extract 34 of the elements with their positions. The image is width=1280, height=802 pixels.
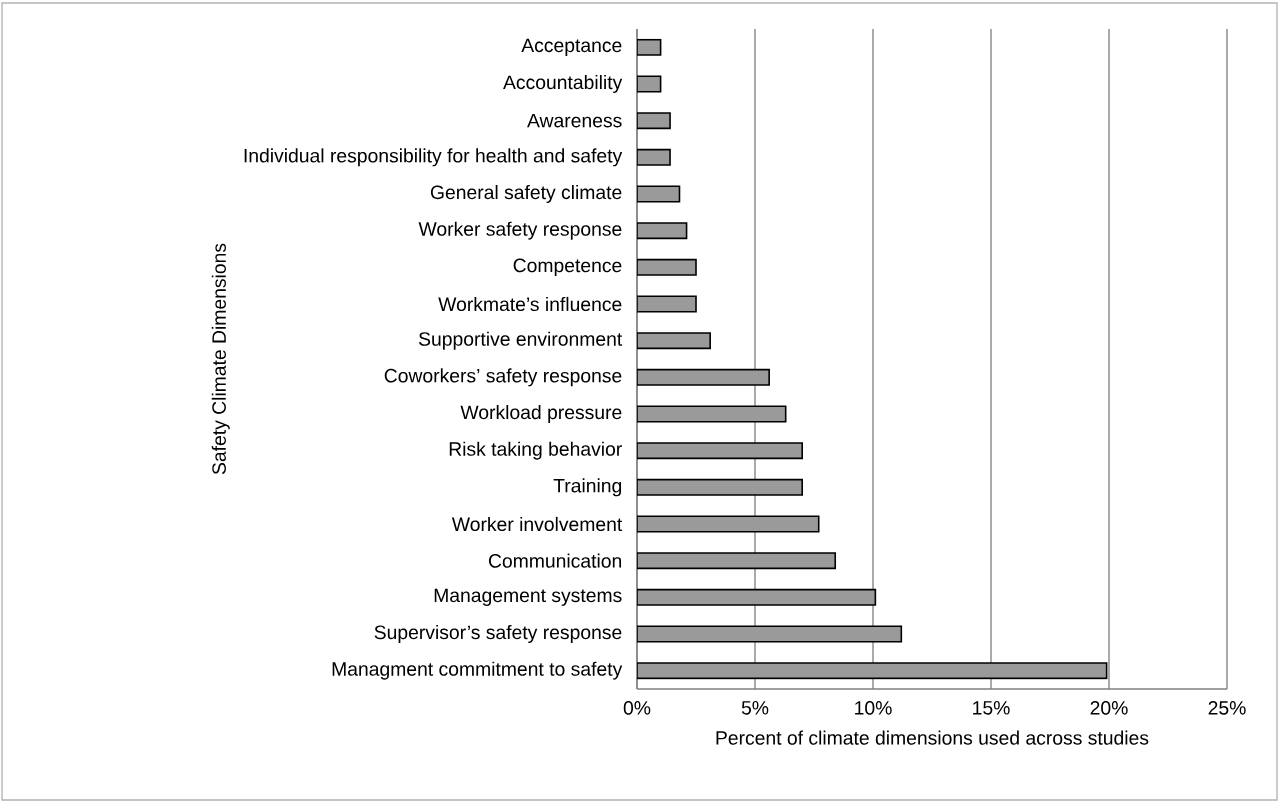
y-tick-label: Competence <box>513 258 622 277</box>
x-tick-label: 20% <box>1090 701 1128 715</box>
x-tick-label: 0% <box>623 701 651 715</box>
bar <box>637 552 837 570</box>
bar <box>637 405 787 423</box>
bar <box>637 662 1108 680</box>
y-tick-label: Workload pressure <box>460 404 622 423</box>
y-tick-label: Accountability <box>503 74 623 93</box>
y-tick-label: Risk taking behavior <box>449 441 622 460</box>
bar <box>637 625 903 643</box>
y-tick-label: Supervisor’s safety response <box>374 624 622 643</box>
x-tick-label: 5% <box>741 701 769 715</box>
y-tick-label: Management systems <box>434 588 622 606</box>
bar <box>637 515 820 533</box>
y-tick-label: Awareness <box>527 113 622 128</box>
x-tick-label: 25% <box>1208 701 1246 715</box>
bar <box>637 442 804 460</box>
y-tick-label: Worker safety response <box>418 221 622 240</box>
y-tick-label: Individual responsibility for health and safety <box>244 148 623 167</box>
y-tick-label: Worker involvement <box>451 516 623 532</box>
y-tick-label: Acceptance <box>521 38 622 56</box>
y-tick-label: Managment commitment to safety <box>332 661 623 680</box>
y-tick-label: Supportive environment <box>418 331 623 350</box>
y-axis-title: Safety Climate Dimensions <box>211 243 230 475</box>
x-tick-label: 15% <box>973 701 1010 715</box>
x-axis-title: Percent of climate dimensions used across studies <box>716 730 1149 745</box>
x-tick-label: 10% <box>855 701 892 715</box>
y-tick-label: Communication <box>488 553 622 568</box>
bar <box>637 478 804 496</box>
bar <box>637 588 877 606</box>
y-tick-label: Workmate’s influence <box>438 296 622 312</box>
y-tick-label: Training <box>553 478 622 497</box>
y-tick-label: Coworkers’ safety response <box>384 368 622 387</box>
y-tick-label: General safety climate <box>430 184 622 203</box>
